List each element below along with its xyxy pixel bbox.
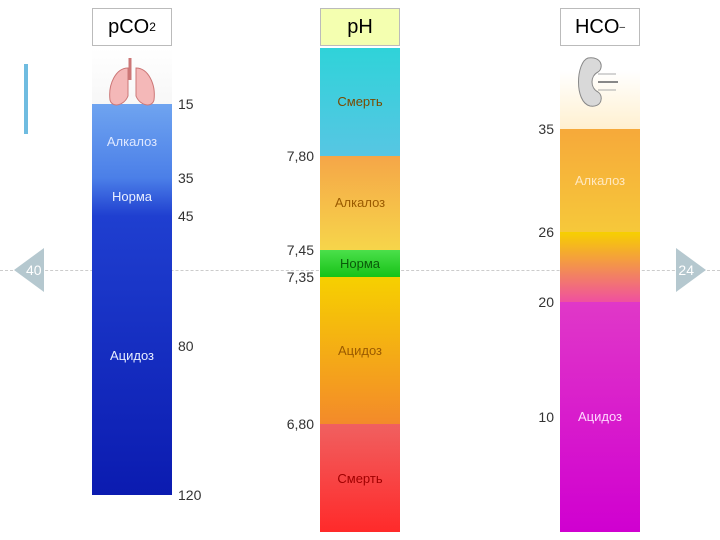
tick-hco3-1: 26	[538, 224, 554, 240]
kidney-icon	[560, 52, 640, 112]
tick-pco2-4: 120	[178, 487, 201, 503]
seg-ph-0: Смерть	[320, 48, 400, 156]
header-hco3: HCO–	[560, 8, 640, 46]
seg-hco3-1: Алкалоз	[560, 129, 640, 233]
tick-pco2-2: 45	[178, 208, 194, 224]
bar-pco2: АлкалозНормаАцидоз15354580120	[92, 48, 172, 532]
tick-hco3-3: 10	[538, 409, 554, 425]
seg-pco2-2: Норма	[92, 178, 172, 215]
header-ph: pH	[320, 8, 400, 46]
bar-hco3: АлкалозАцидоз35262010	[560, 48, 640, 532]
slide-accent	[24, 64, 28, 134]
seg-hco3-3: Ацидоз	[560, 302, 640, 532]
header-pco2: pCO2	[92, 8, 172, 46]
tick-pco2-0: 15	[178, 96, 194, 112]
tick-ph-2: 7,35	[287, 269, 314, 285]
bar-ph: СмертьАлкалозНормаАцидозСмерть7,807,457,…	[320, 48, 400, 532]
seg-ph-4: Смерть	[320, 424, 400, 532]
seg-ph-3: Ацидоз	[320, 277, 400, 425]
seg-pco2-1: Алкалоз	[92, 104, 172, 178]
tick-ph-3: 6,80	[287, 416, 314, 432]
tick-hco3-0: 35	[538, 121, 554, 137]
column-pco2: pCO2АлкалозНормаАцидоз15354580120	[92, 8, 172, 532]
tick-hco3-2: 20	[538, 294, 554, 310]
column-hco3: HCO–АлкалозАцидоз35262010	[560, 8, 640, 532]
tick-ph-0: 7,80	[287, 148, 314, 164]
tick-ph-1: 7,45	[287, 242, 314, 258]
seg-pco2-3: Ацидоз	[92, 216, 172, 495]
tick-pco2-1: 35	[178, 170, 194, 186]
tick-pco2-3: 80	[178, 338, 194, 354]
seg-ph-1: Алкалоз	[320, 156, 400, 250]
column-ph: pHСмертьАлкалозНормаАцидозСмерть7,807,45…	[320, 8, 400, 532]
prev-slide-number: 40	[26, 262, 42, 278]
seg-hco3-2	[560, 232, 640, 301]
next-slide-number: 24	[678, 262, 694, 278]
lungs-icon	[92, 52, 172, 112]
seg-ph-2: Норма	[320, 250, 400, 277]
